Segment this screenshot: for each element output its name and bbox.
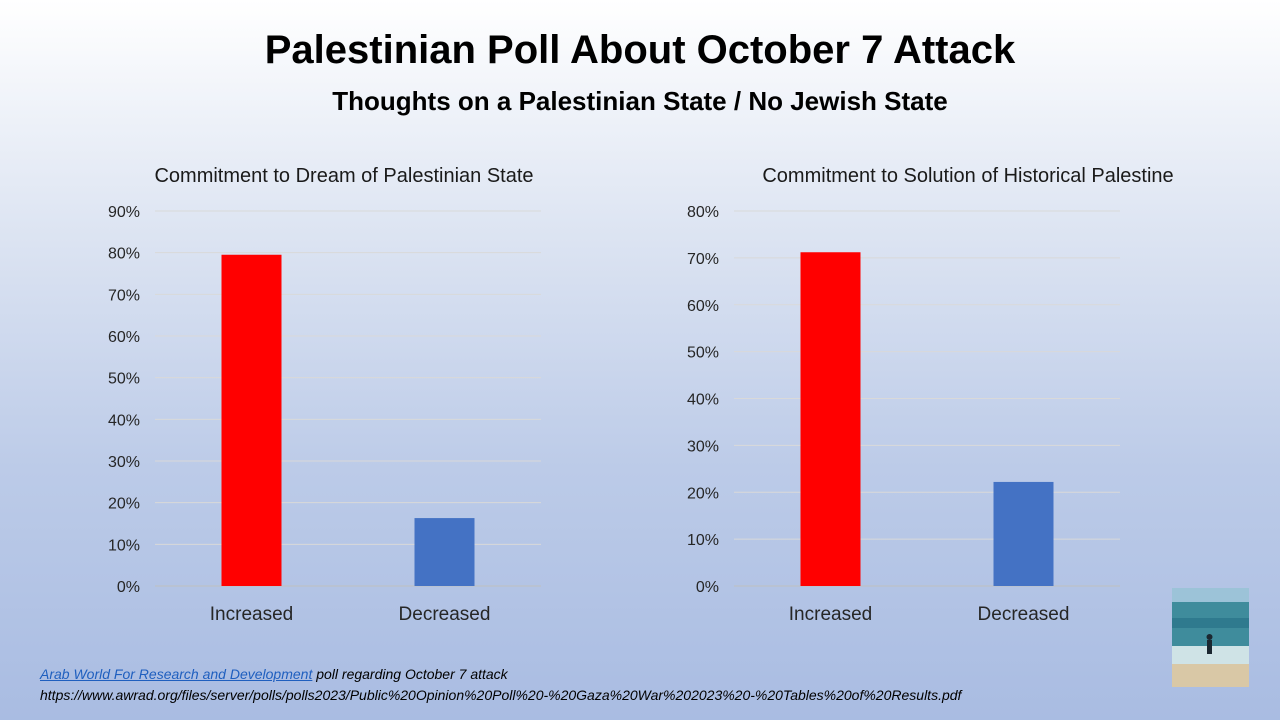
x-category-label: Decreased — [978, 604, 1070, 625]
beach-photo-icon — [1172, 588, 1249, 687]
y-tick-label: 60% — [687, 298, 719, 315]
chart-title: Commitment to Solution of Historical Pal… — [762, 165, 1173, 187]
slide-title: Palestinian Poll About October 7 Attack — [264, 28, 1016, 72]
y-tick-label: 90% — [108, 204, 140, 221]
source-url: https://www.awrad.org/files/server/polls… — [40, 687, 962, 703]
y-tick-label: 30% — [687, 438, 719, 455]
source-text: poll regarding October 7 attack — [312, 666, 508, 682]
chart-dream-palestinian-state: Commitment to Dream of Palestinian State… — [108, 165, 541, 625]
y-tick-label: 0% — [117, 579, 140, 596]
chart-historical-palestine: Commitment to Solution of Historical Pal… — [687, 165, 1174, 625]
y-tick-label: 40% — [687, 392, 719, 409]
y-tick-label: 70% — [108, 287, 140, 304]
source-line: Arab World For Research and Development … — [40, 664, 961, 685]
y-tick-label: 20% — [108, 496, 140, 513]
y-tick-label: 80% — [108, 246, 140, 263]
x-category-label: Increased — [789, 604, 872, 625]
y-tick-label: 10% — [687, 532, 719, 549]
y-tick-label: 60% — [108, 329, 140, 346]
source-link[interactable]: Arab World For Research and Development — [40, 666, 313, 682]
y-tick-label: 20% — [687, 485, 719, 502]
y-tick-label: 30% — [108, 454, 140, 471]
bar-increased — [221, 254, 282, 586]
y-tick-label: 10% — [108, 537, 140, 554]
x-category-label: Increased — [210, 604, 293, 625]
bar-decreased — [993, 481, 1054, 586]
bar-decreased — [414, 518, 475, 586]
y-tick-label: 50% — [108, 371, 140, 388]
y-tick-label: 0% — [696, 579, 719, 596]
chart-title: Commitment to Dream of Palestinian State — [154, 165, 533, 187]
y-tick-label: 80% — [687, 204, 719, 221]
slide-subtitle: Thoughts on a Palestinian State / No Jew… — [332, 86, 948, 116]
source-citation: Arab World For Research and Development … — [40, 664, 961, 706]
y-tick-label: 40% — [108, 412, 140, 429]
bar-increased — [800, 252, 861, 586]
y-tick-label: 70% — [687, 251, 719, 268]
x-category-label: Decreased — [399, 604, 491, 625]
y-tick-label: 50% — [687, 345, 719, 362]
